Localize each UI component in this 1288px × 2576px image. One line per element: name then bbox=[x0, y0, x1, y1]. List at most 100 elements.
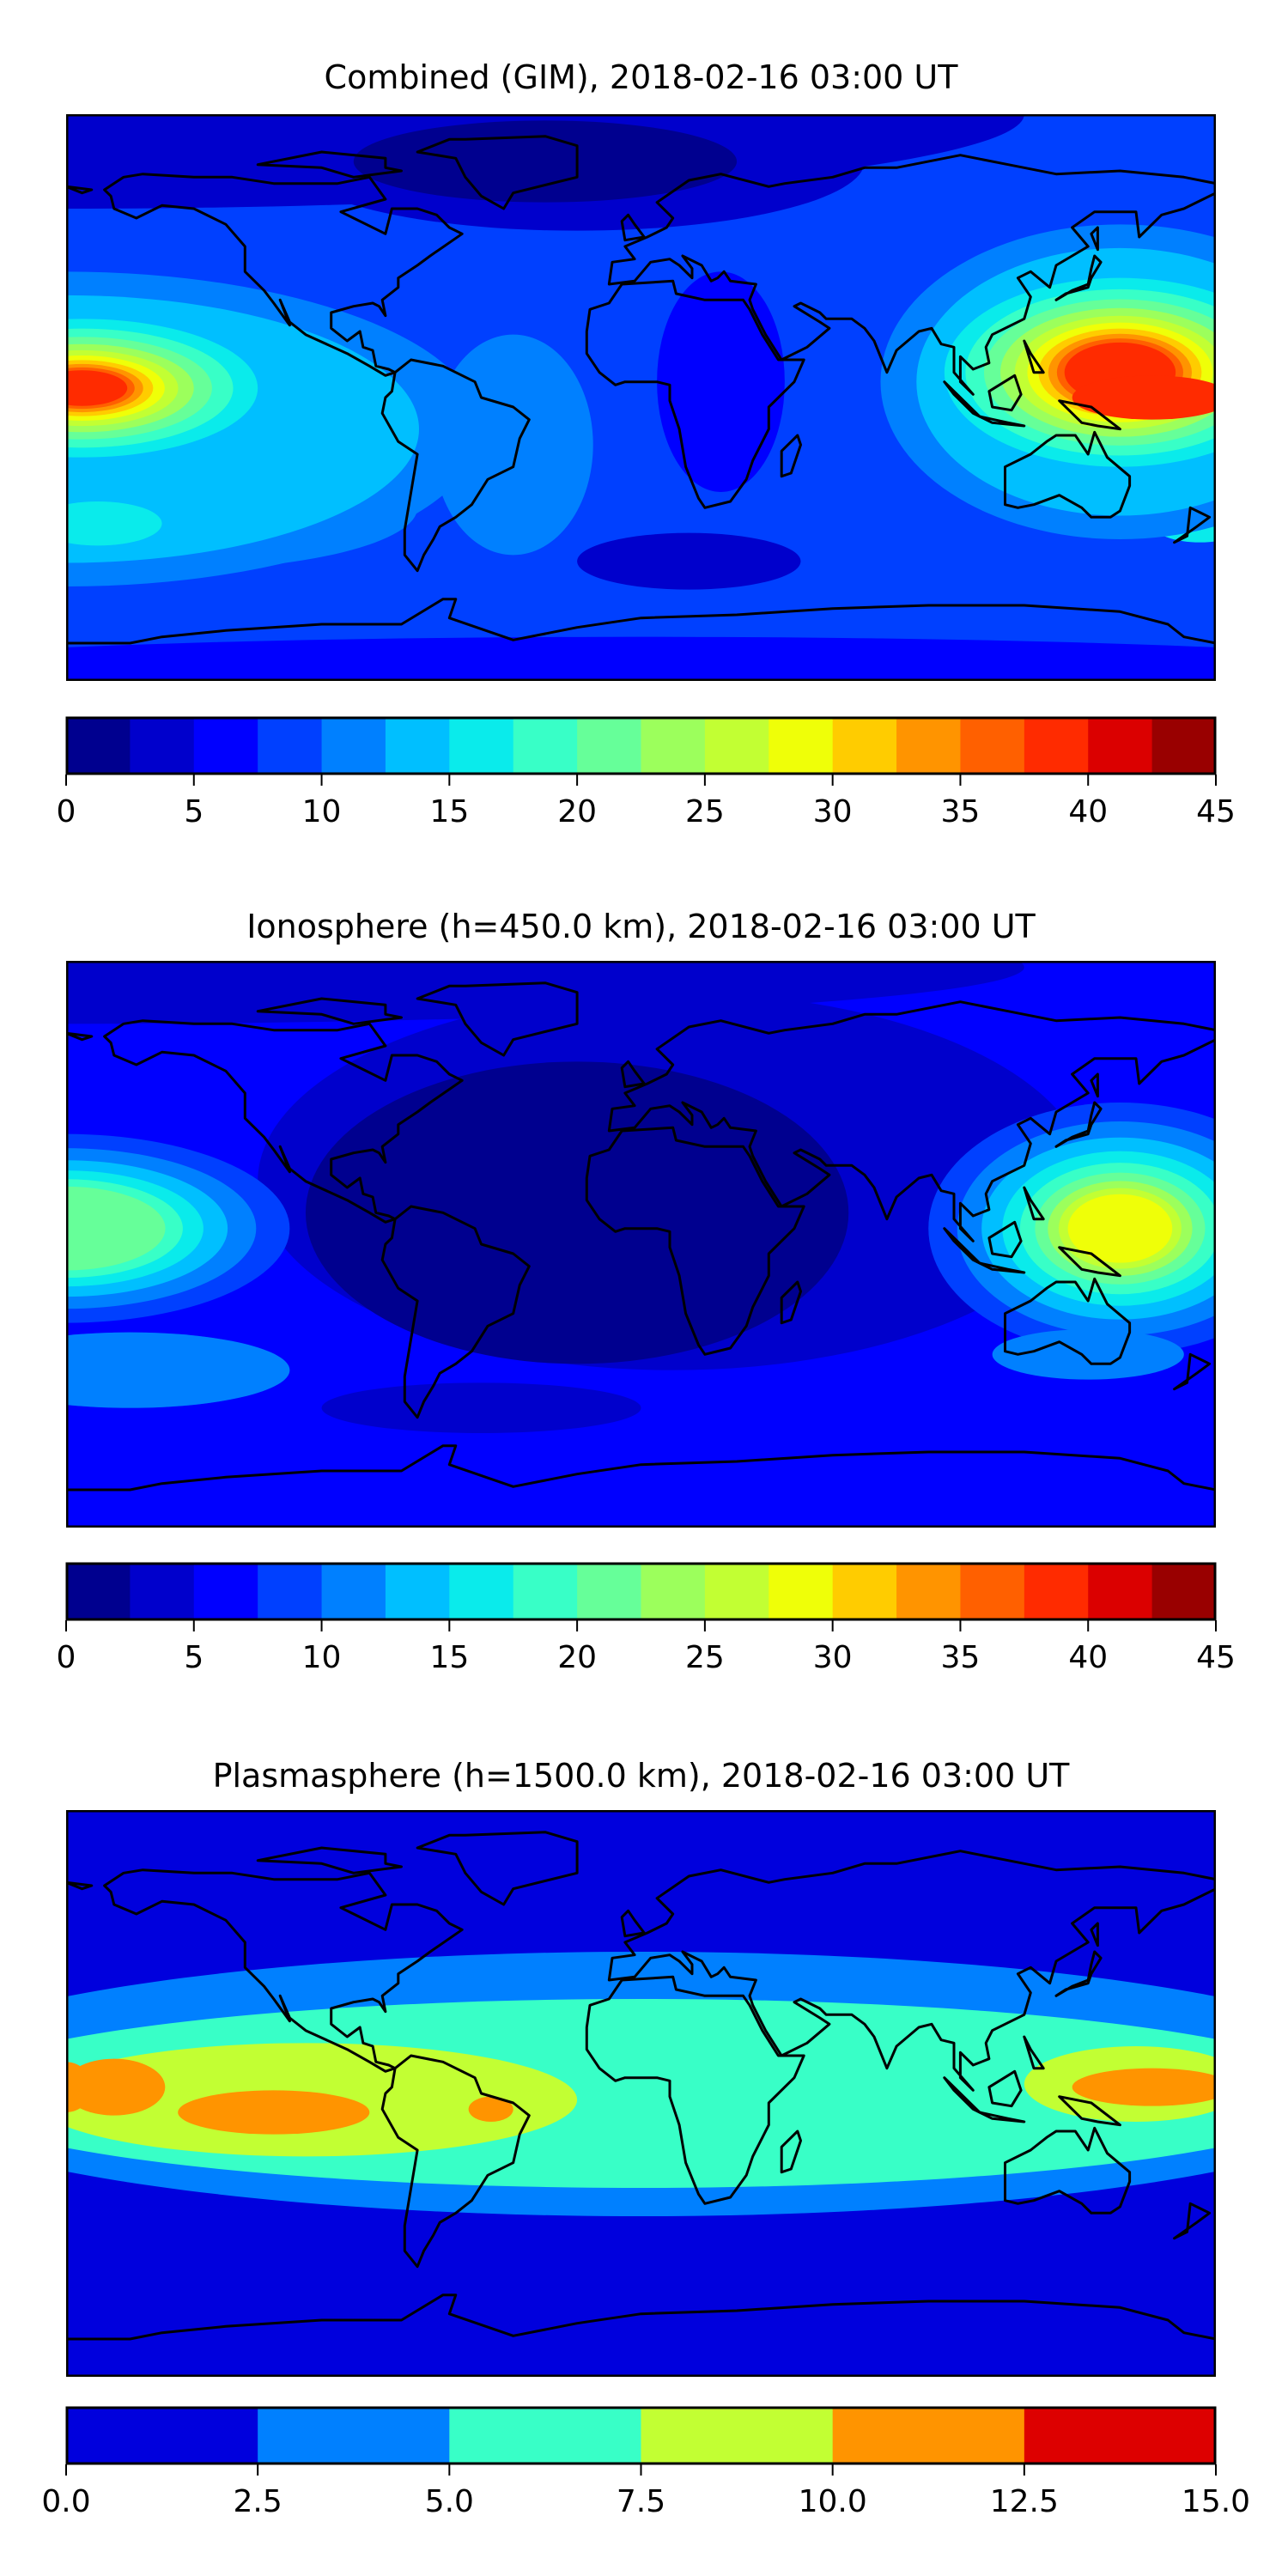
colorbar-segment bbox=[1024, 717, 1089, 775]
colorbar-tick-label: 30 bbox=[812, 794, 853, 829]
colorbar-segment bbox=[321, 1563, 386, 1620]
contour-level-11 bbox=[1067, 1194, 1173, 1263]
colorbar-segment bbox=[449, 2407, 641, 2464]
coastline bbox=[1023, 339, 1045, 374]
colorbar-segment bbox=[1024, 2407, 1217, 2464]
coastline bbox=[1058, 1246, 1121, 1278]
colorbar-segment bbox=[66, 1563, 131, 1620]
coastline bbox=[987, 1220, 1023, 1259]
coastline bbox=[1023, 1186, 1045, 1221]
coastline bbox=[620, 1909, 646, 1938]
coastline bbox=[780, 2129, 802, 2174]
colorbar-segment bbox=[577, 1563, 641, 1620]
colorbar-segment bbox=[66, 2407, 258, 2464]
coastline bbox=[987, 2069, 1023, 2108]
coastline bbox=[943, 380, 981, 418]
coastline bbox=[1004, 1277, 1132, 1365]
map-frame bbox=[66, 1810, 1216, 2377]
colorbar-segment bbox=[513, 1563, 578, 1620]
coastline bbox=[416, 981, 579, 1057]
coastline bbox=[256, 997, 403, 1025]
coastline bbox=[620, 213, 646, 242]
coastline bbox=[607, 1000, 1216, 1242]
colorbar-segment bbox=[577, 717, 641, 775]
colorbar-segment bbox=[832, 717, 897, 775]
colorbar-tick-label: 0 bbox=[56, 794, 76, 829]
coastline bbox=[66, 185, 94, 195]
colorbar-tick-label: 45 bbox=[1196, 794, 1236, 829]
coastline bbox=[780, 434, 802, 478]
combined-gim-map bbox=[66, 114, 1216, 681]
contour-level-0 bbox=[353, 120, 738, 203]
contour-level-8 bbox=[66, 1186, 166, 1271]
combined-colorbar bbox=[65, 716, 1217, 786]
coastline bbox=[66, 1031, 94, 1042]
colorbar-segment bbox=[1088, 1563, 1153, 1620]
colorbar-segment bbox=[130, 1563, 195, 1620]
contour-level-4 bbox=[66, 1332, 290, 1408]
contour-fields bbox=[66, 961, 1216, 1528]
colorbar-segment bbox=[1024, 1563, 1089, 1620]
colorbar-segment bbox=[66, 717, 131, 775]
coastline bbox=[380, 1205, 531, 1419]
coastline bbox=[978, 1261, 1026, 1274]
colorbar-tick-label: 35 bbox=[940, 794, 981, 829]
colorbar-segment bbox=[960, 1563, 1025, 1620]
colorbar-segment bbox=[1151, 717, 1217, 775]
contour-fields bbox=[66, 1810, 1216, 2377]
coastline bbox=[256, 150, 403, 179]
colorbar-tick-label: 25 bbox=[684, 794, 725, 829]
coastline bbox=[1173, 506, 1212, 544]
coastline bbox=[978, 2111, 1026, 2123]
colorbar-tick-label: 0 bbox=[56, 1640, 76, 1675]
contour-level-15 bbox=[66, 370, 128, 406]
colorbar-tick-label: 12.5 bbox=[989, 2484, 1059, 2519]
contour-level-2 bbox=[657, 271, 785, 492]
coastline bbox=[380, 2054, 531, 2269]
colorbar-tick-label: 45 bbox=[1196, 1640, 1236, 1675]
colorbar-frame bbox=[65, 2406, 1217, 2465]
coastline bbox=[103, 1868, 464, 2073]
coastline bbox=[607, 154, 1216, 396]
coastline bbox=[380, 358, 531, 573]
colorbar-tick-label: 35 bbox=[940, 1640, 981, 1675]
colorbar-tick-label: 20 bbox=[557, 794, 598, 829]
colorbar-segment bbox=[385, 717, 450, 775]
colorbar-frame bbox=[65, 1562, 1217, 1621]
colorbar-segment bbox=[832, 1563, 897, 1620]
colorbar-tick-label: 10 bbox=[301, 794, 342, 829]
colorbar-tick-label: 15 bbox=[429, 1640, 470, 1675]
coastline bbox=[1173, 1352, 1212, 1391]
contour-level-6 bbox=[66, 501, 162, 546]
coastline bbox=[66, 1880, 94, 1891]
colorbar-tick-label: 2.5 bbox=[233, 2484, 283, 2519]
coastline bbox=[416, 1831, 579, 1906]
colorbar-tick-label: 10 bbox=[301, 1640, 342, 1675]
coastline bbox=[620, 1060, 646, 1089]
colorbar-segment bbox=[193, 1563, 258, 1620]
colorbar-segment bbox=[896, 1563, 961, 1620]
colorbar-segment bbox=[769, 717, 834, 775]
contour-level-4 bbox=[66, 2058, 166, 2116]
panel-1-title: Combined (GIM), 2018-02-16 03:00 UT bbox=[324, 58, 958, 96]
map-frame bbox=[66, 961, 1216, 1528]
contour-level-4 bbox=[992, 1329, 1184, 1380]
colorbar-segment bbox=[704, 717, 769, 775]
colorbar-segment bbox=[896, 717, 961, 775]
contour-level-4 bbox=[468, 2096, 513, 2122]
coastline bbox=[103, 173, 464, 377]
coastline bbox=[943, 1227, 981, 1265]
coastline bbox=[103, 1019, 464, 1224]
coastline bbox=[1058, 399, 1121, 431]
contour-level-0 bbox=[305, 1061, 849, 1364]
colorbar-frame bbox=[65, 716, 1217, 775]
colorbar-segment bbox=[449, 717, 514, 775]
contour-level-1 bbox=[66, 961, 1024, 1024]
panel-3-title: Plasmasphere (h=1500.0 km), 2018-02-16 0… bbox=[212, 1757, 1070, 1795]
colorbar-tick-label: 30 bbox=[812, 1640, 853, 1675]
coastline bbox=[1058, 2095, 1121, 2127]
plasmasphere-map bbox=[66, 1810, 1216, 2377]
contour-level-1 bbox=[577, 532, 801, 590]
colorbar-tick-label: 5.0 bbox=[424, 2484, 474, 2519]
colorbar-tick-label: 20 bbox=[557, 1640, 598, 1675]
